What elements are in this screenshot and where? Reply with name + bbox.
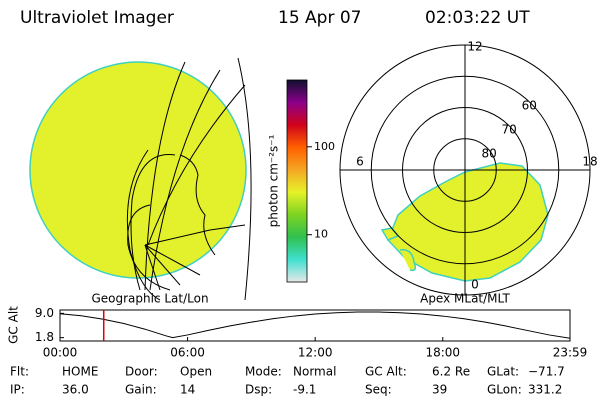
lat-label: 80 — [481, 147, 496, 161]
field-value: 36.0 — [62, 383, 89, 397]
colorbar — [286, 79, 308, 283]
field-value: −71.7 — [528, 365, 565, 379]
field-label: GLon: — [487, 383, 522, 397]
y-axis-label: GC Alt — [7, 306, 21, 344]
x-tick-label: 06:00 — [170, 346, 205, 360]
field-label: IP: — [10, 383, 25, 397]
field-value: HOME — [62, 365, 98, 379]
field-value: 39 — [432, 383, 447, 397]
date: 15 Apr 07 — [278, 8, 361, 28]
field-label: Seq: — [365, 383, 392, 397]
field-label: GC Alt: — [365, 365, 407, 379]
field-label: Door: — [125, 365, 158, 379]
x-tick-label: 18:00 — [425, 346, 460, 360]
field-label: Gain: — [125, 383, 157, 397]
lat-label: 60 — [522, 99, 537, 113]
field-label: GLat: — [487, 365, 519, 379]
field-value: Normal — [293, 365, 336, 379]
time: 02:03:22 UT — [425, 8, 530, 28]
mlt-label: 0 — [471, 278, 479, 292]
polar-label: Apex MLat/MLT — [420, 292, 510, 306]
colorbar-tick-label: 100 — [314, 140, 335, 153]
field-label: Dsp: — [245, 383, 272, 397]
lat-label: 70 — [502, 123, 517, 137]
mlt-label: 6 — [356, 155, 364, 169]
field-label: Flt: — [10, 365, 29, 379]
mlt-label: 12 — [467, 40, 482, 54]
mlt-label: 18 — [582, 155, 597, 169]
field-value: Open — [180, 365, 212, 379]
plot-frame — [59, 309, 571, 342]
geographic-image — [29, 57, 252, 301]
colorbar-label: photon cm⁻²s⁻¹ — [267, 134, 281, 227]
field-label: Mode: — [245, 365, 282, 379]
field-value: -9.1 — [293, 383, 316, 397]
title: Ultraviolet Imager — [20, 8, 174, 28]
geographic-label: Geographic Lat/Lon — [91, 292, 208, 306]
y-tick-label: 1.8 — [35, 330, 54, 344]
y-tick-label: 9.0 — [35, 306, 54, 320]
x-tick-label: 23:59 — [553, 346, 588, 360]
x-tick-label: 00:00 — [43, 346, 78, 360]
field-value: 14 — [180, 383, 195, 397]
colorbar-tick-label: 10 — [314, 228, 328, 241]
field-value: 331.2 — [528, 383, 562, 397]
x-tick-label: 12:00 — [298, 346, 333, 360]
field-value: 6.2 Re — [432, 365, 470, 379]
altitude-line — [59, 311, 571, 339]
